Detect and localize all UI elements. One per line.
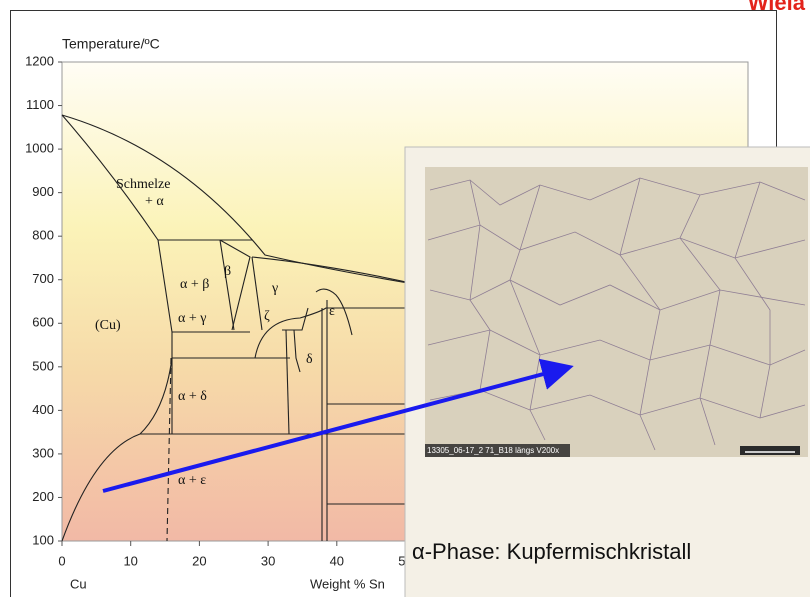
y-tick-label: 800 bbox=[32, 228, 54, 243]
micrograph-caption: α-Phase: Kupfermischkristall bbox=[412, 539, 691, 564]
y-tick-label: 500 bbox=[32, 358, 54, 373]
y-tick-label: 1000 bbox=[25, 141, 54, 156]
phase-label: Schmelze bbox=[116, 177, 170, 192]
phase-label: α + β bbox=[180, 277, 209, 292]
x-tick-label: 30 bbox=[261, 553, 275, 568]
y-tick-label: 700 bbox=[32, 271, 54, 286]
phase-label: (Cu) bbox=[95, 318, 121, 333]
y-tick-label: 100 bbox=[32, 532, 54, 547]
phase-label: δ bbox=[306, 352, 313, 367]
y-tick-label: 300 bbox=[32, 445, 54, 460]
phase-label: γ bbox=[271, 281, 278, 296]
y-tick-label: 600 bbox=[32, 315, 54, 330]
micrograph-panel: 13305_06-17_2 71_B18 längs V200x α-Phase… bbox=[405, 147, 810, 597]
phase-label: α + γ bbox=[178, 311, 206, 326]
x-left-label: Cu bbox=[70, 576, 87, 591]
x-tick-label: 0 bbox=[58, 553, 65, 568]
y-tick-label: 1200 bbox=[25, 53, 54, 68]
phase-label: ζ bbox=[264, 309, 270, 324]
phase-label: + α bbox=[145, 194, 164, 209]
y-tick-label: 900 bbox=[32, 184, 54, 199]
y-tick-label: 400 bbox=[32, 402, 54, 417]
x-tick-label: 40 bbox=[330, 553, 344, 568]
phase-label: β bbox=[224, 264, 231, 279]
micrograph-stamp: 13305_06-17_2 71_B18 längs V200x bbox=[427, 446, 559, 455]
x-tick-label: 10 bbox=[123, 553, 137, 568]
y-axis-title: Temperature/ºC bbox=[62, 36, 160, 52]
x-tick-label: 20 bbox=[192, 553, 206, 568]
phase-label: α + ε bbox=[178, 473, 206, 488]
phase-label: α + δ bbox=[178, 389, 207, 404]
x-axis-title: Weight % Sn bbox=[310, 576, 385, 591]
phase-label: ε bbox=[329, 304, 335, 319]
y-tick-label: 1100 bbox=[26, 97, 54, 112]
scale-bar-bg bbox=[740, 446, 800, 455]
y-tick-label: 200 bbox=[32, 489, 54, 504]
slide: Wiela Temperature/ºC Cu Weight % Sn Sn bbox=[0, 0, 810, 597]
